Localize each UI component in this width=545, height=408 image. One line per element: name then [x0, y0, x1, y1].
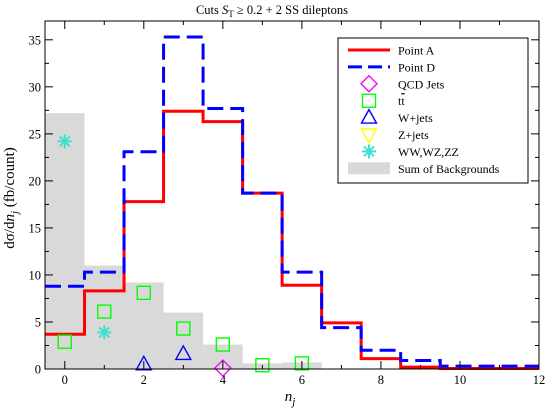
legend-label: Point A — [398, 44, 435, 58]
plot-frame — [44, 20, 540, 370]
background-bar-2 — [124, 282, 164, 369]
legend-label: Z+jets — [398, 128, 429, 142]
legend-label: Point D — [398, 60, 435, 74]
y-axis: 0 5 10 15 20 25 30 35 — [29, 33, 539, 377]
y-tick-label: 25 — [29, 127, 42, 141]
x-tick-label: 2 — [141, 373, 147, 387]
legend-swatch-background — [348, 162, 390, 175]
legend-marker-qcd-jets — [360, 74, 378, 93]
legend-marker-ww-wz-zz — [362, 144, 376, 159]
background-bar-0 — [45, 113, 85, 369]
x-tick-label: 6 — [299, 373, 305, 387]
y-tick-label: 5 — [35, 315, 41, 329]
signal-histograms — [45, 35, 539, 371]
marker-tt--6 — [294, 356, 310, 371]
marker-ww-wz-zz-0 — [57, 134, 72, 149]
chart-title: Cuts ST ≥ 0.2 + 2 SS dileptons — [196, 3, 348, 19]
background-histogram — [45, 113, 322, 369]
legend-label: tt — [398, 94, 405, 108]
x-axis-label: nj — [285, 389, 296, 408]
x-tick-label: 10 — [454, 373, 467, 387]
legend: Point A Point D QCD Jets tt W+jets Z+jets WW,W… — [337, 37, 529, 184]
marker-w-jets-1 — [174, 344, 193, 361]
y-tick-label: 0 — [35, 363, 41, 377]
legend-label: QCD Jets — [398, 77, 445, 91]
y-tick-label: 20 — [29, 174, 42, 188]
x-tick-label: 8 — [378, 373, 384, 387]
background-markers — [57, 134, 310, 378]
y-tick-label: 30 — [29, 80, 42, 94]
legend-marker-tt- — [361, 93, 377, 108]
background-bar-3 — [163, 312, 204, 369]
marker-tt--4 — [215, 337, 231, 352]
legend-label: W+jets — [398, 111, 433, 125]
marker-tt--5 — [255, 358, 270, 373]
y-axis-label: dσ/dnj (fb/count) — [2, 147, 21, 249]
x-tick-label: 4 — [220, 373, 227, 387]
legend-marker-z-jets — [360, 128, 378, 144]
x-tick-label: 12 — [533, 373, 545, 387]
background-bar-1 — [84, 265, 125, 369]
y-tick-label: 10 — [29, 268, 42, 282]
marker-w-jets-0 — [135, 354, 153, 371]
marker-tt--0 — [57, 334, 72, 349]
legend-marker-w-jets — [360, 108, 378, 124]
series-line-point-d — [45, 35, 539, 368]
marker-tt--3 — [176, 321, 191, 336]
marker-tt--1 — [97, 304, 112, 319]
x-axis: 0 2 4 6 8 10 12 — [62, 21, 545, 387]
legend-label: WW,WZ,ZZ — [398, 145, 459, 159]
y-tick-label: 35 — [29, 33, 42, 47]
y-tick-label: 15 — [29, 221, 42, 235]
marker-tt--2 — [136, 285, 152, 301]
marker-ww-wz-zz-1 — [97, 325, 112, 340]
marker-qcd-jets-0 — [213, 359, 232, 378]
legend-label: Sum of Backgrounds — [398, 162, 500, 176]
x-tick-label: 0 — [62, 373, 68, 387]
